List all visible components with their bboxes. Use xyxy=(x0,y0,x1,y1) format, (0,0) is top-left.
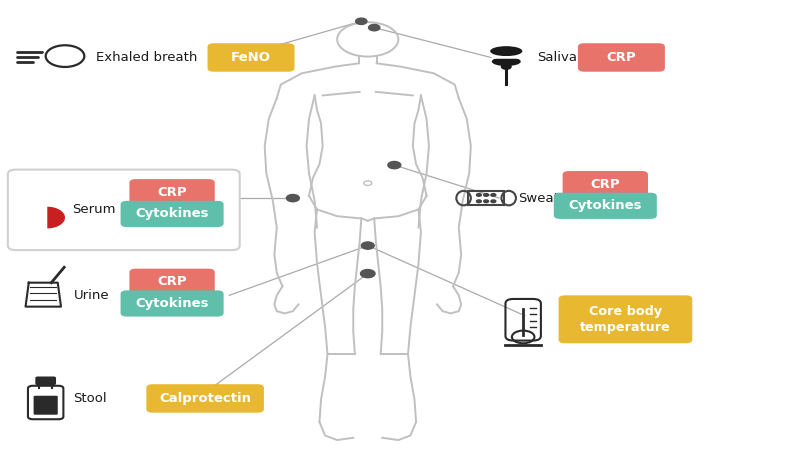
Text: CRP: CRP xyxy=(607,51,636,64)
Text: Sweat: Sweat xyxy=(519,192,559,205)
Circle shape xyxy=(388,162,401,169)
Ellipse shape xyxy=(490,46,522,56)
Circle shape xyxy=(356,18,367,25)
Text: Cytokines: Cytokines xyxy=(136,297,208,310)
FancyBboxPatch shape xyxy=(129,268,215,295)
Text: Calprotectin: Calprotectin xyxy=(159,392,251,405)
Text: Saliva: Saliva xyxy=(537,51,577,64)
Circle shape xyxy=(491,200,496,202)
Circle shape xyxy=(484,193,489,196)
Text: Cytokines: Cytokines xyxy=(136,207,208,220)
FancyBboxPatch shape xyxy=(36,377,55,384)
FancyBboxPatch shape xyxy=(120,290,224,317)
Text: Core body
temperature: Core body temperature xyxy=(580,305,671,334)
Text: CRP: CRP xyxy=(158,275,187,288)
FancyBboxPatch shape xyxy=(578,43,665,72)
Circle shape xyxy=(287,194,299,202)
Text: Serum: Serum xyxy=(72,203,116,216)
FancyBboxPatch shape xyxy=(562,171,648,197)
Circle shape xyxy=(360,269,375,278)
Circle shape xyxy=(491,193,496,196)
FancyBboxPatch shape xyxy=(558,295,692,343)
FancyBboxPatch shape xyxy=(120,201,224,227)
Circle shape xyxy=(477,193,482,196)
Polygon shape xyxy=(48,193,65,228)
FancyBboxPatch shape xyxy=(553,192,657,219)
Text: Stool: Stool xyxy=(73,392,107,405)
Text: Cytokines: Cytokines xyxy=(569,199,642,212)
Circle shape xyxy=(477,200,482,202)
FancyBboxPatch shape xyxy=(129,179,215,205)
Text: Exhaled breath: Exhaled breath xyxy=(95,51,197,64)
FancyBboxPatch shape xyxy=(8,170,240,250)
FancyBboxPatch shape xyxy=(146,384,264,413)
Circle shape xyxy=(368,25,380,31)
Text: FeNO: FeNO xyxy=(231,51,271,64)
FancyBboxPatch shape xyxy=(34,396,57,415)
Text: Urine: Urine xyxy=(74,289,109,302)
Circle shape xyxy=(361,242,374,249)
Circle shape xyxy=(502,64,511,69)
Circle shape xyxy=(484,200,489,202)
Text: CRP: CRP xyxy=(158,186,187,199)
FancyBboxPatch shape xyxy=(208,43,294,72)
Text: CRP: CRP xyxy=(591,177,620,191)
Ellipse shape xyxy=(492,57,521,66)
